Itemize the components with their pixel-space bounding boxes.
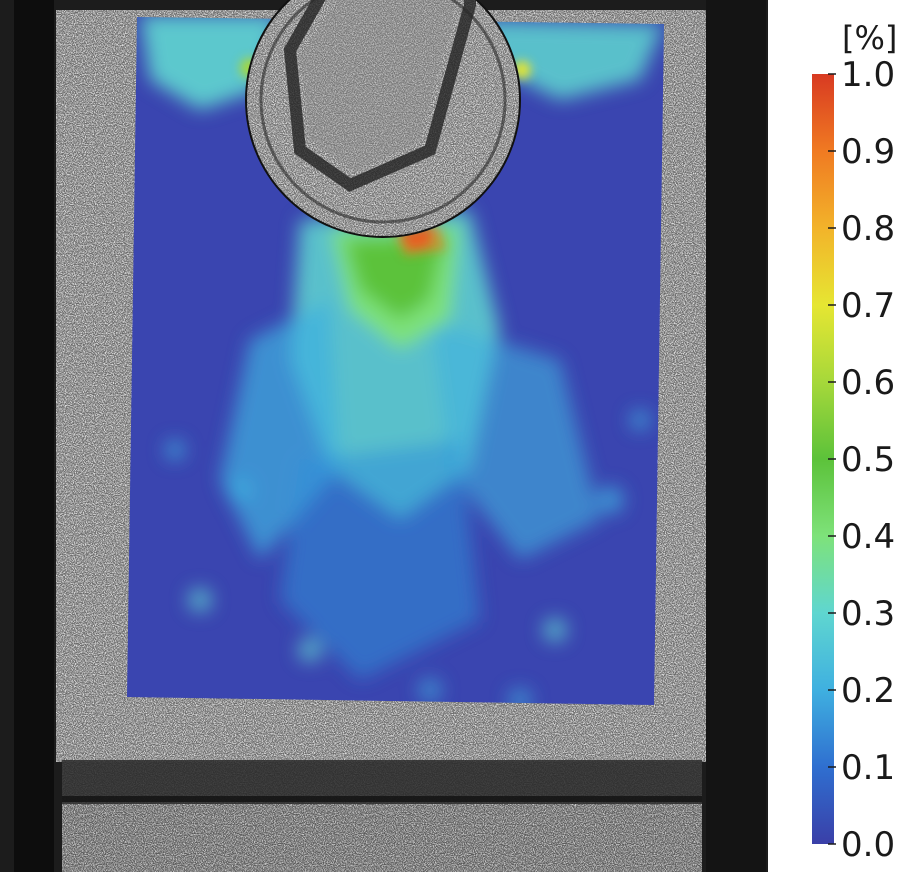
colorbar-tick-label: 0.8: [841, 209, 896, 249]
colorbar-tick-label: 0.4: [841, 517, 896, 557]
hex-socket: [283, 0, 476, 192]
colorbar-tick-label: 0.5: [841, 440, 896, 480]
colorbar-unit-label: [%]: [842, 19, 898, 57]
colorbar-tick-label: 0.0: [841, 825, 896, 865]
pin-hole-outline: [245, 0, 521, 238]
colorbar-tick-label: 0.1: [841, 748, 896, 788]
colorbar-tick-label: 0.2: [841, 671, 896, 711]
fixture-left-edge: [14, 0, 54, 872]
colorbar-tick-label: 0.7: [841, 286, 896, 326]
fixture-right-edge: [706, 0, 766, 872]
colorbar-ticks: [828, 73, 836, 845]
colorbar-tick-label: 0.9: [841, 132, 896, 172]
colorbar-tick-label: 0.6: [841, 363, 896, 403]
colorbar-tick-label: 0.3: [841, 594, 896, 634]
colorbar-tick-label: 1.0: [841, 55, 896, 95]
pin-hole: [246, 0, 520, 237]
colorbar-gradient: [812, 74, 834, 844]
strain-field-overlay: [127, 17, 664, 705]
